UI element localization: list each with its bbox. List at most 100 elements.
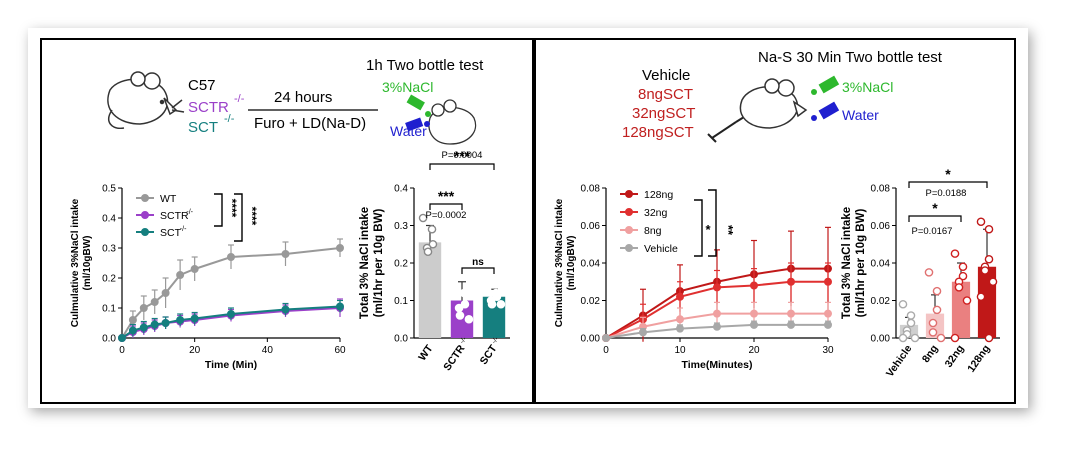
data-point	[976, 292, 986, 302]
y-tick-label: 0.1	[102, 304, 116, 315]
data-point	[713, 309, 722, 318]
data-point	[161, 289, 170, 298]
y-axis-label-2: (ml/1hr per 10g BW)	[855, 209, 867, 318]
data-point	[492, 292, 502, 302]
data-point	[936, 333, 946, 343]
legend-marker	[141, 211, 150, 220]
data-point	[281, 250, 290, 259]
y-tick-label: 0.04	[871, 259, 891, 270]
data-point	[787, 309, 796, 318]
x-tick-sup: -/-	[459, 335, 469, 345]
mouse-icon	[107, 71, 185, 130]
data-point	[227, 309, 236, 318]
bar	[951, 281, 971, 338]
y-tick-label: 0.08	[871, 184, 891, 195]
test-title: 1h Two bottle test	[366, 57, 484, 74]
legend-marker	[625, 190, 634, 199]
nacl-bottle-icon-b	[811, 75, 840, 95]
figure-frame: C57 SCTR -/- SCT -/- 24 hours Furo + LD(…	[28, 28, 1028, 408]
legend-bracket	[214, 193, 223, 227]
data-point	[423, 247, 433, 257]
data-point	[787, 320, 796, 329]
treatment-label: Furo + LD(Na-D)	[254, 115, 366, 132]
y-axis-label: Culmulative 3%NaCl intake	[554, 198, 565, 327]
data-point	[190, 314, 199, 323]
p-value-label: P=0.0004	[442, 150, 483, 161]
x-axis-label: Time(Minutes)	[682, 359, 753, 371]
data-point	[906, 318, 916, 328]
y-axis-label-2: (ml/10gBW)	[82, 236, 93, 291]
significance-bracket	[429, 203, 463, 210]
y-axis-label: Total 3% NaCl intake	[841, 207, 853, 319]
sct-label: SCT	[188, 119, 218, 136]
data-point	[984, 254, 994, 264]
data-point	[496, 299, 506, 309]
data-point	[459, 288, 469, 298]
legend-bracket	[234, 193, 243, 242]
data-point	[139, 303, 148, 312]
panel-b-canvas: Na-S 30 Min Two bottle test Vehicle 8ngS…	[554, 49, 1000, 379]
sctr-label: SCTR	[188, 99, 229, 116]
data-point	[464, 314, 474, 324]
data-point	[898, 299, 908, 309]
data-point	[950, 249, 960, 258]
data-point	[984, 333, 994, 343]
legend-marker	[625, 226, 634, 235]
chart-a-bar: 0.0 0.1 0.2 0.3 0.4 Total 3% NaCl intake (ml/1…	[359, 148, 510, 373]
significance-label: ****	[245, 207, 259, 226]
mouse-icon-2	[428, 99, 477, 145]
y-tick-label: 0.02	[581, 296, 601, 307]
y-tick-label: 0.00	[871, 334, 891, 345]
y-axis-label: Total 3% NaCl intake	[359, 207, 371, 319]
x-tick-label: SCTR	[441, 343, 467, 374]
water-label-b: Water	[842, 107, 879, 123]
sctr-sup: -/-	[234, 93, 245, 105]
legend-sup: -/-	[180, 226, 187, 233]
data-point	[150, 297, 159, 306]
dose-128ng: 128ngSCT	[622, 124, 694, 141]
data-point	[161, 318, 170, 327]
significance-label: ns	[472, 257, 484, 268]
data-point	[118, 333, 127, 342]
data-point	[898, 333, 908, 343]
data-point	[823, 320, 832, 329]
nacl-bottle-icon	[406, 94, 431, 117]
legend-sup: -/-	[186, 209, 193, 216]
y-tick-label: 0.3	[394, 221, 408, 232]
x-tick-label: 128ng	[965, 343, 992, 375]
data-point	[823, 277, 832, 286]
significance-label: *	[932, 200, 938, 216]
y-tick-label: 0.00	[581, 334, 601, 345]
legend-marker	[141, 194, 150, 203]
legend-label: Vehicle	[644, 243, 678, 255]
data-point	[950, 333, 960, 343]
series-line	[121, 247, 341, 339]
y-tick-label: 0.06	[871, 221, 891, 232]
y-tick-label: 0.0	[102, 334, 116, 345]
significance-label: *	[945, 166, 951, 182]
chart-b-line: 0.00 0.02 0.04 0.06 0.08 0 10 20 30 Time(Minutes)…	[554, 184, 834, 372]
data-point	[713, 283, 722, 292]
legend-label: 128ng	[644, 189, 673, 201]
data-point	[190, 265, 199, 274]
significance-bracket	[908, 215, 962, 222]
data-point	[128, 326, 137, 335]
x-tick-sup: -/-	[491, 335, 501, 345]
panel-a: C57 SCTR -/- SCT -/- 24 hours Furo + LD(…	[40, 38, 534, 404]
data-point	[954, 283, 964, 292]
data-point	[750, 281, 759, 290]
water-bottle-icon-b	[811, 101, 840, 121]
bar	[977, 266, 997, 338]
data-point	[676, 292, 685, 301]
x-tick-label: WT	[416, 342, 436, 363]
y-tick-label: 0.3	[102, 244, 116, 255]
data-point	[676, 315, 685, 324]
panel-b: Na-S 30 Min Two bottle test Vehicle 8ngS…	[534, 38, 1016, 404]
y-axis-label: Culmulative 3%NaCl intake	[70, 198, 81, 327]
dose-32ng: 32ngSCT	[632, 105, 695, 122]
y-tick-label: 0.1	[394, 296, 408, 307]
data-point	[139, 323, 148, 332]
p-value-label: P=0.0167	[912, 226, 953, 237]
data-point	[281, 305, 290, 314]
data-point	[713, 322, 722, 331]
